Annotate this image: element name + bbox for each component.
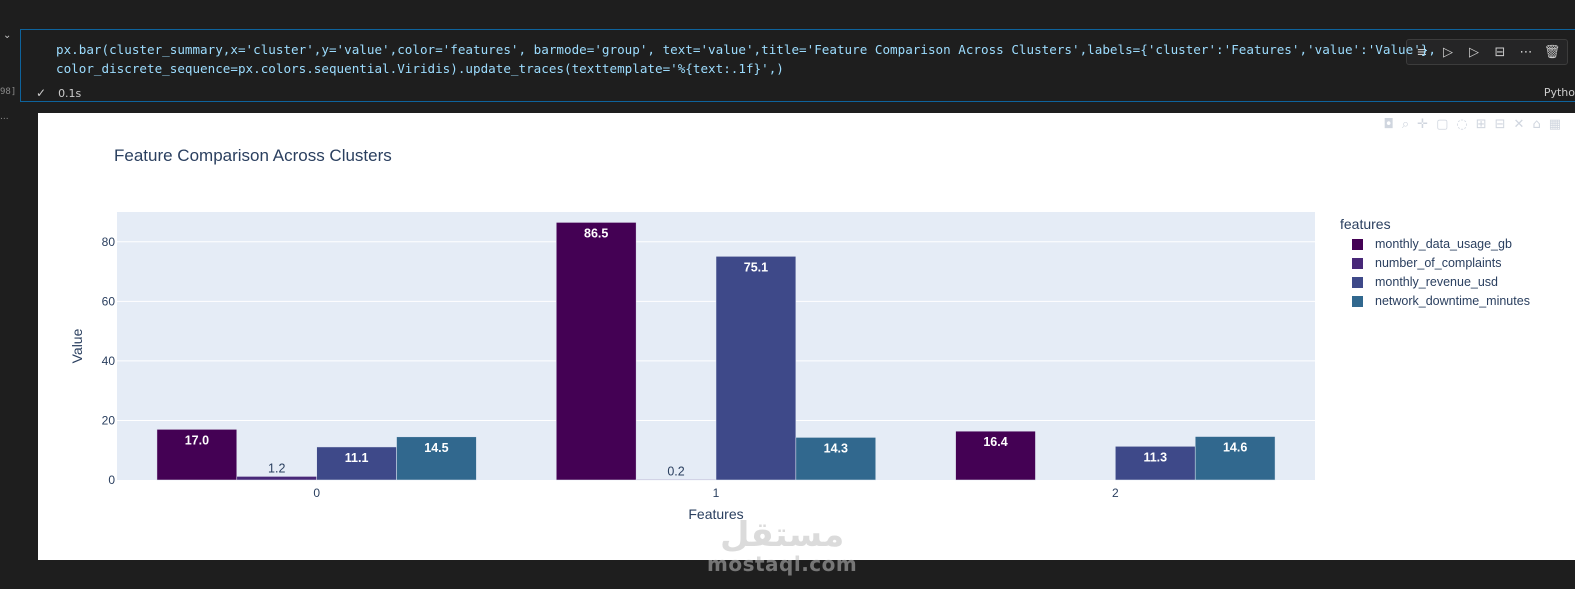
bar[interactable]	[236, 476, 317, 481]
plotly-modebar: ◘ ⌕ ✛ ▢ ◌ ⊞ ⊟ ✕ ⌂ ▦	[1384, 117, 1561, 132]
watermark-latin: mostaql.com	[707, 552, 858, 576]
chevron-down-icon[interactable]: ⌄	[3, 30, 12, 41]
legend-label: network_downtime_minutes	[1375, 294, 1530, 308]
execution-count: 98]	[0, 87, 17, 97]
autoscale-icon[interactable]: ✕	[1513, 117, 1525, 132]
data-label: 11.1	[345, 451, 369, 465]
legend-item[interactable]: monthly_revenue_usd	[1352, 275, 1498, 289]
data-label: 86.5	[584, 226, 608, 240]
legend-label: number_of_complaints	[1375, 256, 1502, 270]
bar[interactable]	[316, 446, 397, 481]
bar[interactable]	[715, 256, 797, 481]
legend-swatch	[1352, 276, 1363, 288]
x-tick-label: 2	[1112, 486, 1119, 500]
data-label: 14.6	[1223, 441, 1247, 455]
x-tick-label: 1	[713, 486, 720, 500]
bar[interactable]	[396, 436, 477, 481]
legend-item[interactable]: number_of_complaints	[1352, 256, 1501, 270]
x-axis-label: Features	[688, 506, 743, 522]
data-label: 11.3	[1143, 450, 1167, 464]
legend-label: monthly_data_usage_gb	[1375, 237, 1512, 251]
run-by-line-icon[interactable]: ≡	[1416, 44, 1428, 60]
bar[interactable]	[955, 430, 1036, 481]
plotly-logo-icon[interactable]: ▦	[1548, 117, 1561, 132]
reset-axes-icon[interactable]: ⌂	[1532, 117, 1541, 132]
y-tick-label: 40	[102, 354, 116, 368]
y-tick-label: 80	[102, 235, 116, 249]
legend-swatch	[1352, 295, 1363, 307]
legend-item[interactable]: network_downtime_minutes	[1352, 294, 1530, 308]
y-axis-label: Value	[69, 328, 85, 363]
box-select-icon[interactable]: ▢	[1436, 117, 1449, 132]
data-label: 14.3	[824, 441, 848, 455]
y-tick-label: 20	[102, 413, 116, 427]
success-check-icon: ✓	[36, 86, 47, 100]
split-cell-icon[interactable]: ⊟	[1494, 44, 1506, 60]
data-label: 16.4	[983, 435, 1007, 449]
bar[interactable]	[795, 437, 876, 481]
cell-output: ◘ ⌕ ✛ ▢ ◌ ⊞ ⊟ ✕ ⌂ ▦ Feature Comparison A…	[38, 113, 1575, 560]
execute-above-icon[interactable]: ▷	[1443, 44, 1453, 60]
watermark: مستقل mostaql.com	[707, 518, 857, 576]
bar-chart: 0 20 40 60 80 0 17.0 1.2 11.1 14.5 1 86.5 0.2 75.1 14.…	[69, 222, 1315, 522]
y-tick-label: 0	[108, 473, 115, 487]
data-label: 14.5	[424, 441, 448, 455]
x-tick-label: 0	[313, 486, 320, 500]
delete-icon[interactable]: 🗑	[1543, 44, 1561, 60]
bar[interactable]	[1194, 436, 1276, 481]
legend-swatch	[1352, 238, 1363, 250]
code-cell[interactable]: ≡ ▷ ▷ ⊟ ⋯ 🗑	[20, 29, 1575, 102]
cell-gutter: ⌄ 98] ...	[0, 0, 20, 589]
bar[interactable]	[1115, 446, 1196, 481]
y-tick-label: 60	[102, 294, 116, 308]
data-label: 75.1	[744, 260, 768, 274]
data-label: 1.2	[268, 461, 285, 475]
zoom-icon[interactable]: ⌕	[1401, 117, 1410, 132]
bar[interactable]	[556, 222, 637, 481]
cell-toolbar: ≡ ▷ ▷ ⊟ ⋯ 🗑	[1406, 39, 1568, 65]
code-line-1[interactable]: px.bar(cluster_summary,x='cluster',y='va…	[56, 42, 1436, 57]
data-label: 17.0	[185, 433, 209, 447]
zoom-out-icon[interactable]: ⊟	[1494, 117, 1506, 132]
lasso-icon[interactable]: ◌	[1456, 117, 1468, 132]
more-icon[interactable]: ⋯	[1519, 44, 1533, 60]
pan-icon[interactable]: ✛	[1417, 117, 1429, 132]
data-label: 0.2	[667, 464, 684, 478]
chart-title: Feature Comparison Across Clusters	[114, 146, 392, 165]
output-more-icon[interactable]: ...	[0, 112, 9, 122]
watermark-arabic: مستقل	[719, 515, 845, 555]
execute-below-icon[interactable]: ▷	[1469, 44, 1479, 60]
cell-status: ✓ 0.1s	[36, 86, 81, 100]
bar[interactable]	[635, 479, 717, 481]
execution-time: 0.1s	[58, 86, 82, 100]
camera-icon[interactable]: ◘	[1383, 117, 1394, 132]
legend-label: monthly_revenue_usd	[1375, 275, 1498, 289]
code-editor[interactable]: px.bar(cluster_summary,x='cluster',y='va…	[56, 40, 1436, 78]
cell-language[interactable]: Pytho	[1543, 86, 1575, 99]
legend-swatch	[1352, 257, 1363, 269]
legend-title: features	[1340, 216, 1391, 232]
bar[interactable]	[156, 429, 238, 481]
zoom-in-icon[interactable]: ⊞	[1475, 117, 1487, 132]
code-line-2[interactable]: color_discrete_sequence=px.colors.sequen…	[56, 61, 784, 76]
legend-item[interactable]: monthly_data_usage_gb	[1352, 237, 1512, 251]
